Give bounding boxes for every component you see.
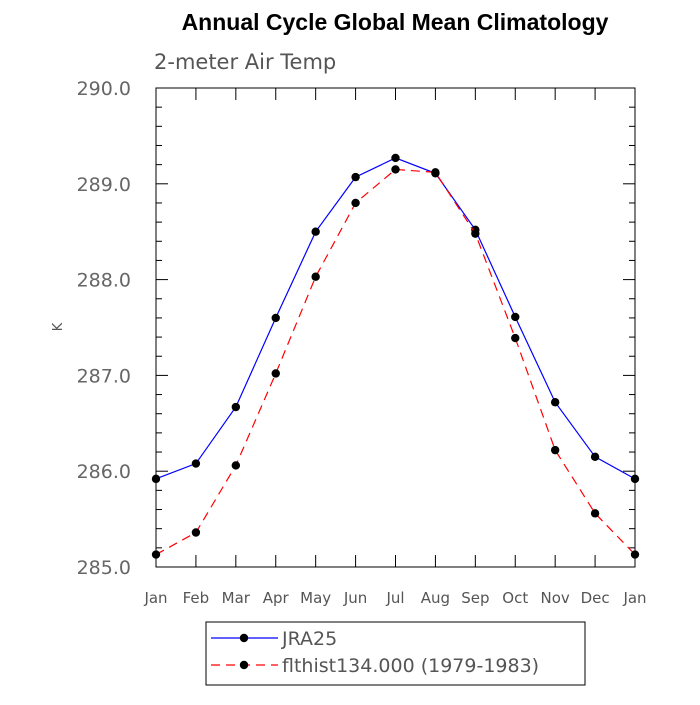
legend-item: flthist134.000 (1979-1983) [211, 655, 539, 677]
x-tick-label: Jun [343, 589, 367, 607]
legend-label: flthist134.000 (1979-1983) [282, 655, 539, 677]
chart-title: Annual Cycle Global Mean Climatology [182, 9, 609, 35]
data-point [391, 153, 400, 163]
y-tick-label: 289.0 [77, 174, 131, 196]
data-point [590, 452, 600, 462]
x-tick-labels: Jan Feb Mar Apr May Jun Jul Aug Sep Oct Nov Dec Jan [143, 589, 646, 607]
x-tick-label: Sep [461, 589, 489, 607]
series-line [155, 168, 636, 556]
data-point [191, 528, 201, 537]
x-tick-label: Jan [622, 589, 646, 607]
x-tick-label: Mar [222, 589, 251, 607]
x-tick-label: Jan [143, 589, 167, 607]
data-point [271, 369, 280, 378]
legend-marker [239, 660, 249, 670]
data-point [630, 550, 640, 559]
data-point [590, 509, 600, 518]
legend-item: JRA25 [211, 628, 337, 650]
data-point [431, 168, 440, 177]
data-point [630, 474, 640, 484]
data-point [351, 172, 360, 182]
data-point [311, 227, 320, 236]
series-line [155, 157, 636, 480]
data-point [471, 229, 480, 238]
legend: JRA25 flthist134.000 (1979-1983) [205, 621, 586, 686]
data-point [550, 445, 560, 455]
data-point [311, 272, 320, 281]
data-point [231, 402, 241, 412]
legend-label: JRA25 [281, 628, 337, 650]
x-tick-label: Oct [502, 589, 528, 607]
y-tick-label: 288.0 [77, 270, 131, 292]
y-tick-label: 286.0 [77, 461, 131, 483]
data-point [231, 461, 241, 470]
x-tick-label: Jul [385, 589, 404, 607]
x-tick-label: Feb [183, 589, 210, 607]
data-point [351, 198, 360, 208]
y-tick-label: 285.0 [77, 557, 131, 579]
data-point [391, 165, 400, 174]
data-point [151, 474, 161, 484]
chart-subtitle: 2-meter Air Temp [154, 50, 336, 74]
data-point [511, 333, 520, 343]
data-point [550, 398, 560, 407]
x-tick-label: Apr [263, 589, 290, 607]
axis-ticks [155, 87, 636, 568]
series-0 [151, 153, 640, 484]
x-tick-label: Nov [541, 589, 570, 607]
y-tick-labels: 285.0 286.0 287.0 288.0 289.0 290.0 [77, 78, 131, 579]
y-axis-label: K [51, 322, 66, 331]
y-tick-label: 287.0 [77, 365, 131, 387]
series-1 [151, 165, 640, 559]
legend-box [205, 621, 586, 686]
legend-marker [239, 633, 249, 643]
data-point [511, 312, 520, 322]
x-tick-label: Dec [581, 589, 610, 607]
data-point [151, 550, 161, 559]
x-tick-label: Aug [421, 589, 450, 607]
y-tick-label: 290.0 [77, 78, 131, 100]
x-tick-label: May [300, 589, 331, 607]
series-layer [151, 153, 640, 559]
data-point [271, 313, 280, 323]
data-point [191, 459, 201, 468]
